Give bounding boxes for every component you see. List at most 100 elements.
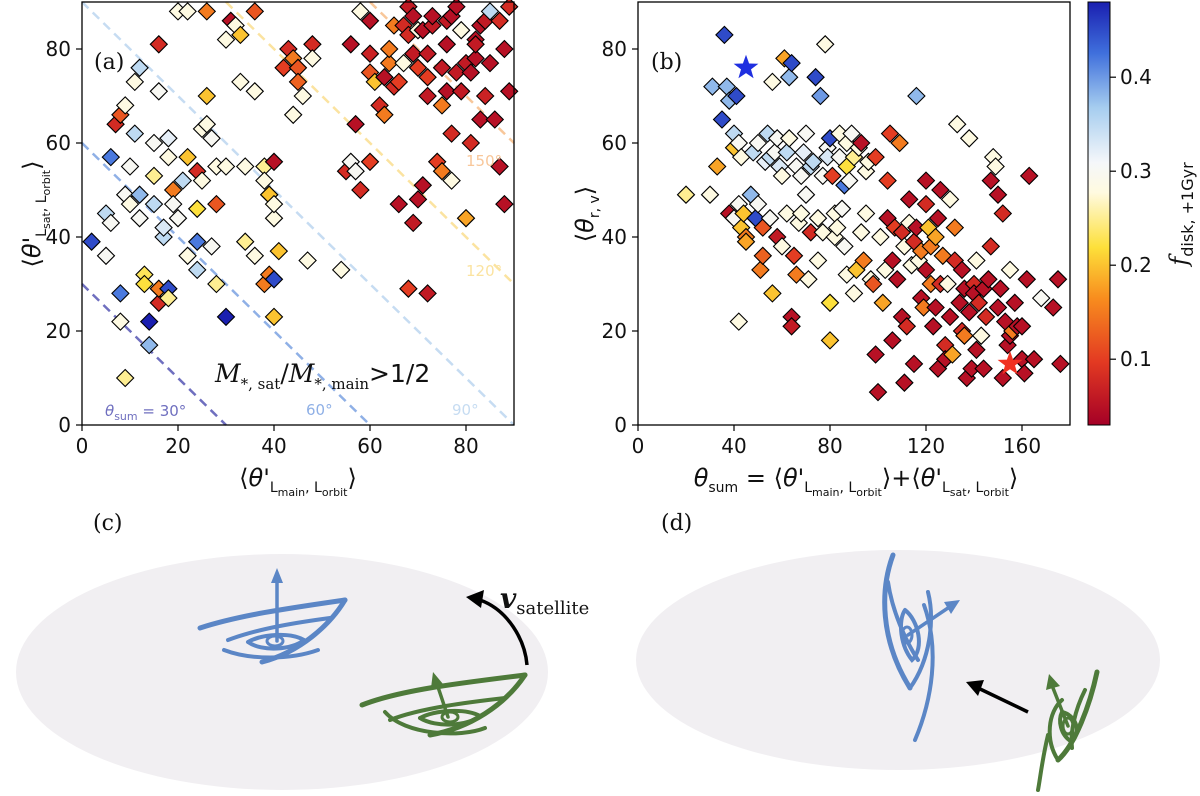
data-point [245,82,265,101]
data-point [331,260,351,280]
data-point [197,2,217,21]
plot-frame-a [81,1,515,426]
data-point [423,16,442,35]
data-point [480,53,500,73]
panel-d-illustration: (d) [636,511,1160,792]
data-point [1012,317,1032,336]
data-point [763,72,782,92]
data-point [727,86,746,106]
data-point [442,171,461,190]
colorbar-tick-label: 0.1 [1120,347,1152,371]
data-point [976,307,996,327]
data-point [466,35,485,54]
data-point [839,171,859,190]
data-point [178,2,197,21]
data-point [447,0,466,16]
data-point [399,279,418,298]
panel-label-d: (d) [661,511,692,536]
x-tick-label: 0 [76,434,89,458]
data-point [988,185,1008,204]
data-point [974,359,993,378]
data-point [360,152,380,172]
data-point [264,194,284,214]
data-point [907,86,926,106]
data-point [779,129,799,148]
data-point [173,171,193,190]
data-point [490,11,509,31]
data-point [274,58,293,78]
mass-ratio-annotation: M*, sat/M*, main>1/2 [214,359,430,393]
data-point [115,368,135,388]
data-point [868,382,888,402]
data-point [403,6,423,26]
data-point [981,171,1001,190]
data-point [916,260,936,280]
y-tick-label: 0 [58,413,71,437]
data-point [264,307,284,327]
data-point [115,96,135,115]
movement-arrow [977,686,1029,714]
data-point [1048,270,1068,289]
data-point [139,312,159,331]
y-tick-label: 80 [602,37,627,61]
data-point [899,190,919,209]
data-point [197,114,217,134]
data-point [926,227,945,247]
data-point [760,208,780,228]
data-point [207,274,226,294]
data-point [231,72,250,92]
data-point [811,86,830,106]
data-point [461,133,481,153]
data-point [715,25,734,45]
data-point [959,129,979,148]
y-tick-label: 60 [602,131,627,155]
data-point [283,105,303,125]
colorbar: 0.1 0.2 0.3 0.4 fdisk, +1Gyr [1087,1,1197,426]
data-point [971,326,991,345]
data-point [144,166,164,186]
data-point [779,67,799,87]
data-point [471,110,490,129]
data-point [442,124,461,143]
panel-a: 0 20 40 60 80 0 20 40 60 80 (a) M*, sat/M*, main>… [18,0,519,499]
data-point [887,270,907,289]
y-tick-label: 20 [46,319,71,343]
data-point [866,345,885,364]
data-point [346,161,365,181]
data-point [736,232,756,251]
data-point [159,129,178,148]
y-axis-label-b: ⟨θr, v⟩ [571,186,603,242]
data-point [202,237,221,256]
satellite-galaxy [1036,669,1100,792]
data-point [1000,260,1020,280]
y-tick-label: 40 [602,225,627,249]
data-point [782,317,801,336]
x-tick-label: 0 [632,434,645,458]
data-point [144,194,164,214]
data-point [854,251,873,270]
data-point [820,331,840,350]
data-point [873,293,893,313]
data-point [945,218,965,237]
data-point [96,246,116,266]
data-point [437,82,457,101]
data-point [303,49,322,68]
data-point [707,157,727,176]
data-point [360,11,380,31]
ref-label-60: 60° [306,401,333,419]
data-point [1024,349,1044,369]
data-point [235,232,255,251]
data-point [130,208,149,228]
data-point [712,110,732,129]
data-point [264,152,284,172]
data-point [952,260,972,280]
data-point [729,312,749,331]
data-point [192,171,212,190]
y-tick-label: 60 [46,131,71,155]
data-point [928,208,948,228]
data-point [235,157,255,176]
data-point [993,204,1013,223]
data-point [823,166,842,186]
data-point [967,340,986,360]
data-point [245,246,265,266]
